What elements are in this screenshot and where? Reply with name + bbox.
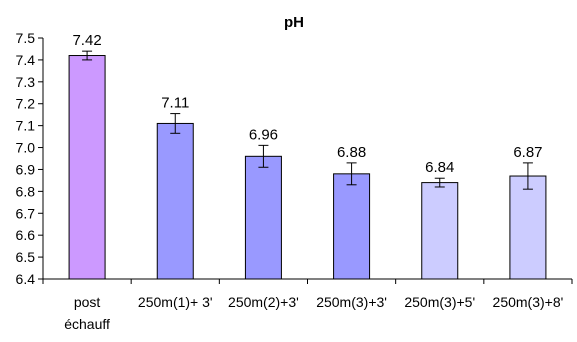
bar bbox=[156, 122, 194, 280]
bar bbox=[333, 173, 371, 280]
x-tick-label: post échauff bbox=[64, 294, 110, 332]
x-tick-label: 250m(3)+3' bbox=[316, 294, 387, 310]
y-tick-label: 7.3 bbox=[16, 74, 36, 90]
x-tick-label-line: post bbox=[74, 294, 101, 310]
y-tick-label: 6.7 bbox=[16, 205, 36, 221]
value-labels: 7.42 7.11 6.96 6.88 6.84 6.87 bbox=[72, 32, 542, 176]
error-bars bbox=[82, 50, 533, 190]
y-tick-label: 6.4 bbox=[16, 271, 36, 287]
y-tick-label: 7.1 bbox=[16, 118, 36, 134]
chart-title: pH bbox=[284, 14, 304, 31]
y-tick-label: 6.6 bbox=[16, 227, 36, 243]
bar bbox=[421, 182, 459, 280]
y-tick-label: 6.9 bbox=[16, 161, 36, 177]
y-tick-label: 6.5 bbox=[16, 249, 36, 265]
y-tick-label: 7.5 bbox=[16, 30, 36, 46]
bar bbox=[244, 155, 282, 280]
x-tick-label-line: 250m(2)+3' bbox=[228, 294, 299, 310]
bars bbox=[68, 55, 547, 280]
bar bbox=[509, 175, 547, 280]
x-tick-label: 250m(3)+8' bbox=[493, 294, 564, 310]
data-label: 7.42 bbox=[72, 32, 101, 49]
data-label: 6.96 bbox=[249, 126, 278, 143]
bar bbox=[68, 55, 106, 280]
x-tick-label-line: 250m(3)+8' bbox=[493, 294, 564, 310]
x-tick-label-line: 250m(3)+3' bbox=[316, 294, 387, 310]
y-axis: 6.4 6.5 6.6 6.7 6.8 6.9 7.0 7.1 7.2 7.3 7.4 7.5 bbox=[16, 30, 44, 287]
x-tick-label: 250m(2)+3' bbox=[228, 294, 299, 310]
y-tick-label: 7.0 bbox=[16, 140, 36, 156]
data-label: 7.11 bbox=[161, 95, 189, 112]
x-axis: post échauff 250m(1)+ 3' 250m(2)+3' 250m(3)+… bbox=[42, 278, 573, 332]
x-tick-label: 250m(3)+5' bbox=[404, 294, 475, 310]
x-tick-label: 250m(1)+ 3' bbox=[138, 294, 213, 310]
data-label: 6.84 bbox=[425, 159, 454, 176]
y-tick-label: 7.2 bbox=[16, 96, 36, 112]
x-tick-label-line: 250m(1)+ 3' bbox=[138, 294, 213, 310]
y-tick-label: 7.4 bbox=[16, 52, 36, 68]
data-label: 6.88 bbox=[337, 144, 366, 161]
x-tick-label-line: 250m(3)+5' bbox=[404, 294, 475, 310]
x-tick-label-line: échauff bbox=[64, 316, 110, 332]
data-label: 6.87 bbox=[513, 144, 542, 161]
y-tick-label: 6.8 bbox=[16, 183, 36, 199]
